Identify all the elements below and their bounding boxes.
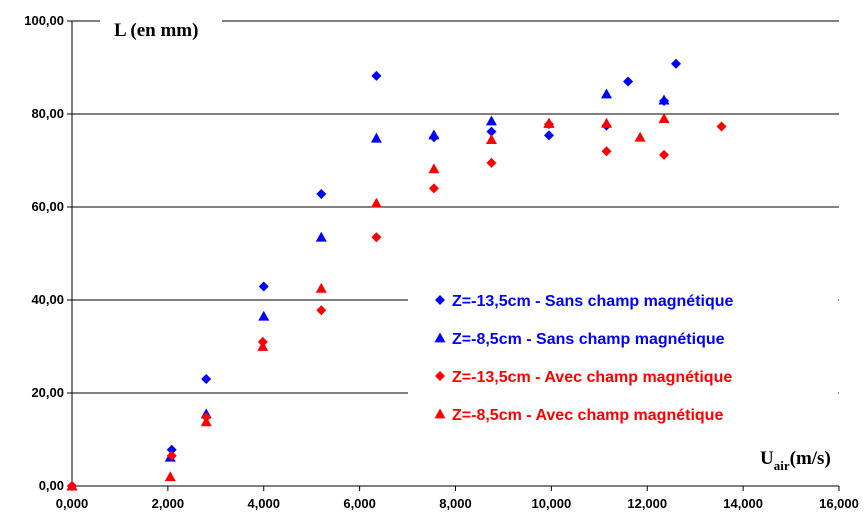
data-point-triangle: [370, 197, 382, 208]
x-tick-label: 16,000: [819, 496, 859, 511]
data-point-diamond: [486, 126, 497, 137]
data-point-diamond: [166, 450, 177, 461]
data-point-diamond: [316, 305, 327, 316]
data-marks: [66, 58, 727, 491]
data-point-triangle: [428, 129, 440, 140]
data-point-diamond: [671, 58, 682, 69]
data-point-triangle: [258, 310, 270, 321]
data-point-diamond: [716, 121, 727, 132]
legend-label: Z=-13,5cm - Avec champ magnétique: [452, 369, 732, 386]
x-axis-title: Uair(m/s): [760, 448, 831, 473]
x-tick-label: 2,000: [152, 496, 185, 511]
data-point-triangle: [485, 134, 497, 144]
data-point-diamond: [258, 281, 269, 292]
data-point-triangle: [428, 163, 440, 174]
y-tick-label: 60,00: [31, 199, 64, 214]
data-point-diamond: [623, 76, 634, 87]
y-tick-label: 40,00: [31, 292, 64, 307]
x-tick-label: 14,000: [723, 496, 763, 511]
data-point-diamond: [428, 183, 439, 194]
x-axis-title-subscript: air: [774, 458, 790, 473]
tick-labels: 0,00 20,00 40,00 60,00 80,00 100,00 0,000 2,000…: [24, 13, 859, 511]
y-tick-label: 80,00: [31, 106, 64, 121]
legend-background: [408, 283, 838, 433]
ylabel-background: [100, 14, 222, 44]
data-point-triangle: [257, 341, 269, 351]
data-point-triangle: [200, 416, 212, 427]
data-point-diamond: [659, 149, 670, 160]
data-point-triangle: [601, 117, 613, 128]
x-tick-label: 10,000: [531, 496, 571, 511]
data-point-triangle: [315, 231, 327, 242]
legend-marker: [434, 408, 446, 419]
data-point-triangle: [485, 115, 497, 126]
x-axis-title-unit: (m/s): [790, 448, 831, 469]
x-tick-label: 6,000: [343, 496, 376, 511]
data-point-triangle: [370, 132, 382, 143]
legend-marker: [435, 295, 445, 305]
data-point-triangle: [634, 131, 646, 142]
x-tick-label: 12,000: [627, 496, 667, 511]
legend-marker: [435, 371, 445, 381]
legend: Z=-13,5cm - Sans champ magnétique Z=-8,5c…: [408, 283, 838, 433]
legend-label: Z=-8,5cm - Sans champ magnétique: [452, 331, 725, 348]
legend-marker: [434, 332, 446, 343]
data-point-diamond: [543, 130, 554, 141]
data-point-triangle: [66, 480, 78, 491]
x-tick-label: 0,000: [56, 496, 89, 511]
legend-label: Z=-13,5cm - Sans champ magnétique: [452, 293, 734, 310]
data-point-diamond: [201, 374, 212, 385]
data-point-triangle: [601, 88, 613, 99]
x-tick-label: 4,000: [247, 496, 280, 511]
data-point-triangle: [658, 113, 670, 124]
data-point-diamond: [371, 232, 382, 243]
y-tick-label: 20,00: [31, 385, 64, 400]
data-point-triangle: [164, 471, 176, 482]
data-point-diamond: [371, 70, 382, 81]
x-tick-label: 8,000: [439, 496, 472, 511]
data-point-diamond: [601, 146, 612, 157]
data-point-diamond: [486, 157, 497, 168]
y-axis-title: L (en mm): [114, 20, 198, 41]
data-point-triangle: [658, 94, 670, 105]
data-point-triangle: [543, 117, 555, 128]
data-point-diamond: [166, 444, 177, 455]
y-tick-label: 100,00: [24, 13, 64, 28]
legend-label: Z=-8,5cm - Avec champ magnétique: [452, 407, 723, 424]
data-point-diamond: [316, 188, 327, 199]
y-tick-label: 0,00: [39, 478, 64, 493]
x-axis-title-base: U: [760, 448, 774, 469]
data-point-triangle: [315, 282, 327, 293]
